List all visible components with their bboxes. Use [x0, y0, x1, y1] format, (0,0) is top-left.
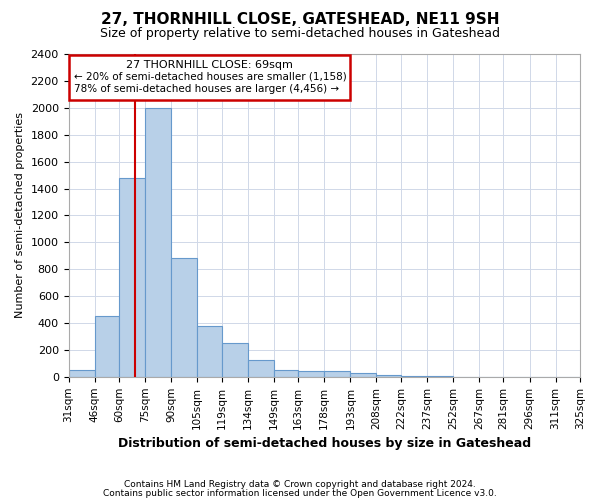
X-axis label: Distribution of semi-detached houses by size in Gateshead: Distribution of semi-detached houses by … — [118, 437, 531, 450]
Bar — [95, 316, 119, 377]
Bar — [171, 258, 197, 377]
Bar — [119, 178, 145, 377]
Text: Size of property relative to semi-detached houses in Gateshead: Size of property relative to semi-detach… — [100, 28, 500, 40]
Text: 27, THORNHILL CLOSE, GATESHEAD, NE11 9SH: 27, THORNHILL CLOSE, GATESHEAD, NE11 9SH — [101, 12, 499, 28]
Bar — [274, 370, 298, 377]
Bar — [350, 373, 376, 377]
Bar — [401, 376, 427, 377]
Bar — [324, 372, 350, 377]
Text: Contains public sector information licensed under the Open Government Licence v3: Contains public sector information licen… — [103, 488, 497, 498]
Text: 78% of semi-detached houses are larger (4,456) →: 78% of semi-detached houses are larger (… — [74, 84, 339, 94]
Y-axis label: Number of semi-detached properties: Number of semi-detached properties — [15, 112, 25, 318]
Bar — [68, 370, 95, 377]
Bar — [145, 108, 171, 377]
Bar — [197, 326, 221, 377]
Text: ← 20% of semi-detached houses are smaller (1,158): ← 20% of semi-detached houses are smalle… — [74, 72, 346, 82]
Bar — [298, 372, 324, 377]
Text: Contains HM Land Registry data © Crown copyright and database right 2024.: Contains HM Land Registry data © Crown c… — [124, 480, 476, 489]
Bar — [248, 360, 274, 377]
Bar — [221, 342, 248, 377]
FancyBboxPatch shape — [68, 56, 350, 100]
Text: 27 THORNHILL CLOSE: 69sqm: 27 THORNHILL CLOSE: 69sqm — [126, 60, 293, 70]
Bar — [376, 375, 401, 377]
